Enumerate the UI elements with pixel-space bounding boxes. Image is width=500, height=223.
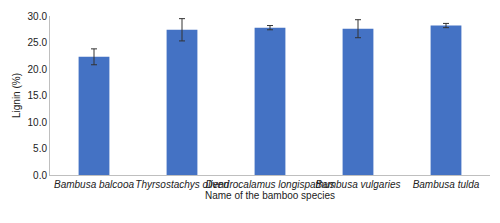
svg-text:Bambusa balcooa: Bambusa balcooa (54, 179, 134, 190)
svg-text:0.0: 0.0 (33, 170, 47, 181)
svg-text:30.0: 30.0 (28, 11, 48, 22)
svg-text:25.0: 25.0 (28, 37, 48, 48)
svg-text:15.0: 15.0 (28, 90, 48, 101)
svg-text:Bambusa tulda: Bambusa tulda (413, 179, 480, 190)
svg-text:Thyrsostachys oliveri: Thyrsostachys oliveri (135, 179, 229, 190)
svg-text:Dendrocalamus longispathus: Dendrocalamus longispathus (206, 179, 335, 190)
svg-text:20.0: 20.0 (28, 64, 48, 75)
svg-text:5.0: 5.0 (33, 143, 47, 154)
svg-text:Name of the bamboo species: Name of the bamboo species (205, 190, 335, 201)
svg-text:Bambusa vulgaries: Bambusa vulgaries (315, 179, 400, 190)
svg-text:Lignin (%): Lignin (%) (11, 73, 22, 118)
svg-text:10.0: 10.0 (28, 117, 48, 128)
